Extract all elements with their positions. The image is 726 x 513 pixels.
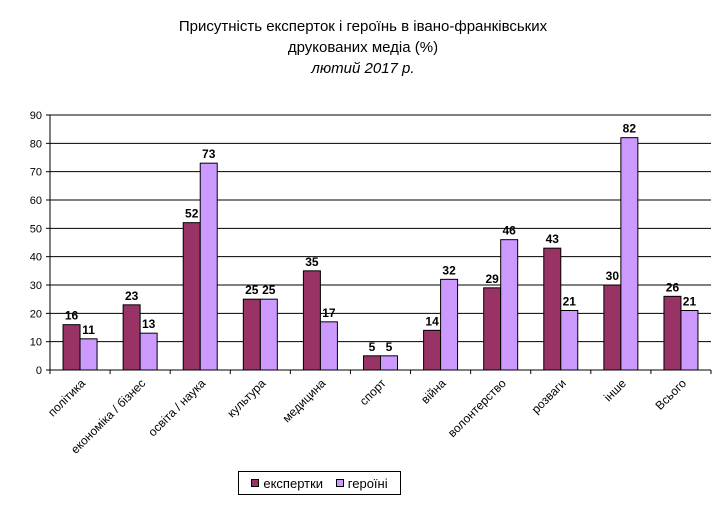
- bar-series-1: [663, 295, 682, 371]
- bar-series-2: [440, 278, 459, 371]
- data-label-series-2: 5: [386, 340, 393, 354]
- y-tick-label: 50: [30, 223, 42, 235]
- bar-series-1: [483, 287, 502, 371]
- y-tick-label: 60: [30, 195, 42, 207]
- bar-series-1: [603, 284, 622, 371]
- data-label-series-1: 29: [486, 272, 500, 286]
- data-label-series-1: 43: [546, 232, 560, 246]
- data-label-series-2: 13: [142, 317, 156, 331]
- bar-series-2: [259, 298, 278, 371]
- y-tick-label: 40: [30, 252, 42, 264]
- bar-series-1: [122, 304, 141, 371]
- bar-series-1: [363, 355, 381, 371]
- data-label-series-1: 14: [425, 314, 439, 328]
- data-label-series-2: 21: [563, 295, 577, 309]
- chart-title-line-1: Присутність експерток і героїнь в івано-…: [178, 18, 548, 35]
- legend-item-series-1: експертки: [251, 476, 323, 491]
- legend-swatch-series-1: [251, 479, 260, 487]
- y-tick-label: 70: [30, 167, 42, 179]
- bar-series-2: [79, 338, 98, 371]
- data-label-series-2: 21: [683, 295, 697, 309]
- chart-legend: експертки героїні: [238, 471, 401, 495]
- bar-series-2: [319, 321, 338, 371]
- chart-subtitle: лютий 2017 р.: [311, 60, 415, 77]
- y-tick-label: 0: [36, 365, 42, 377]
- data-label-series-2: 82: [623, 122, 637, 136]
- data-label-series-1: 30: [606, 269, 620, 283]
- x-category-label: культура: [224, 376, 268, 420]
- data-label-series-1: 25: [245, 283, 259, 297]
- data-label-series-1: 16: [65, 309, 79, 323]
- bar-series-2: [680, 310, 699, 371]
- bar-series-1: [423, 329, 442, 371]
- x-category-label: війна: [418, 376, 449, 407]
- bar-series-2: [560, 310, 579, 371]
- x-category-label: спорт: [357, 376, 389, 408]
- bar-series-1: [302, 270, 321, 371]
- chart-title-line-2: друкованих медіа (%): [287, 39, 439, 56]
- bar-series-1: [242, 298, 261, 371]
- bar-series-2: [380, 355, 398, 371]
- x-category-label: розваги: [529, 376, 569, 416]
- x-category-label: політика: [45, 376, 88, 419]
- bar-series-1: [62, 324, 81, 371]
- y-tick-label: 20: [30, 308, 42, 320]
- x-category-label: освіта / наука: [145, 376, 208, 439]
- data-label-series-1: 23: [125, 289, 139, 303]
- data-label-series-2: 11: [82, 323, 95, 337]
- legend-swatch-series-2: [335, 479, 344, 487]
- x-category-label: волонтерство: [445, 376, 509, 440]
- x-category-label: Всього: [653, 376, 690, 413]
- legend-item-series-2: героїні: [335, 475, 388, 491]
- legend-label-series-1: експертки: [263, 475, 324, 491]
- bar-series-1: [543, 247, 562, 371]
- data-label-series-2: 17: [322, 306, 336, 320]
- bar-series-1: [182, 222, 201, 371]
- data-label-series-2: 32: [442, 263, 456, 277]
- data-label-series-2: 25: [262, 283, 276, 297]
- data-label-series-1: 5: [369, 340, 376, 354]
- data-label-series-1: 26: [666, 280, 680, 294]
- x-category-label: інше: [601, 376, 629, 404]
- bar-series-2: [199, 162, 218, 371]
- bar-series-2: [139, 332, 158, 371]
- x-category-label: медицина: [280, 376, 329, 425]
- y-tick-label: 80: [30, 138, 42, 150]
- y-tick-label: 30: [30, 280, 42, 292]
- data-label-series-1: 35: [305, 255, 319, 269]
- chart-title-block: Присутність експерток і героїнь в івано-…: [0, 16, 726, 79]
- data-label-series-2: 46: [503, 224, 517, 238]
- legend-label-series-2: героїні: [347, 475, 388, 491]
- bar-series-2: [620, 137, 639, 371]
- data-label-series-2: 73: [202, 147, 216, 161]
- y-tick-label: 10: [30, 337, 42, 349]
- y-tick-label: 90: [30, 110, 42, 122]
- bar-series-2: [500, 239, 519, 371]
- data-label-series-1: 52: [185, 207, 199, 221]
